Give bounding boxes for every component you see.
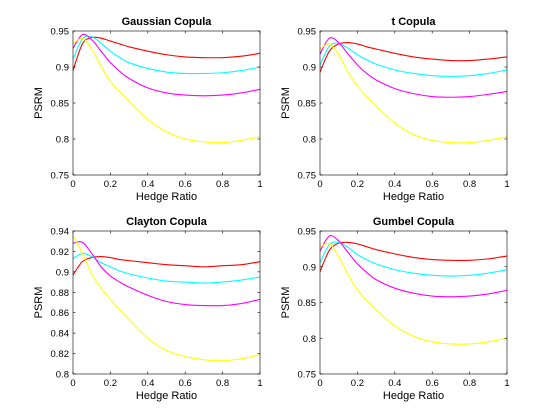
y-tick-label: 0.75 bbox=[51, 171, 70, 182]
x-tick-label: 1 bbox=[504, 378, 509, 389]
series-line-2 bbox=[73, 35, 260, 75]
series-lines bbox=[320, 37, 507, 144]
series-line-3 bbox=[320, 235, 507, 298]
y-tick-label: 0.88 bbox=[51, 288, 70, 299]
x-tick-label: 0.6 bbox=[179, 378, 192, 389]
x-tick-label: 1 bbox=[504, 179, 509, 190]
x-tick-label: 0 bbox=[317, 378, 322, 389]
series-line-4 bbox=[73, 235, 260, 362]
y-tick-label: 0.86 bbox=[51, 308, 70, 319]
x-tick-label: 0.4 bbox=[141, 179, 154, 190]
x-axis-label: Hedge Ratio bbox=[136, 191, 197, 203]
x-tick-label: 0.8 bbox=[463, 179, 476, 190]
x-axis-label: Hedge Ratio bbox=[136, 390, 197, 402]
y-tick-label: 0.82 bbox=[51, 349, 70, 360]
y-tick-label: 0.8 bbox=[56, 135, 69, 146]
x-tick-label: 0.4 bbox=[388, 378, 401, 389]
y-tick-label: 0.84 bbox=[51, 329, 70, 340]
chart-panel-4: 0 0.2 0.4 0.6 0.8 1 0.75 0.8 0.85 0.9 0.95 Gumbel C… bbox=[280, 216, 510, 402]
chart-title: Clayton Copula bbox=[126, 216, 208, 228]
x-tick-label: 0.2 bbox=[104, 179, 117, 190]
x-tick-label: 0.6 bbox=[426, 179, 439, 190]
chart-panel-1: 0 0.2 0.4 0.6 0.8 1 0.75 0.8 0.85 0.9 0.95 Gaussian… bbox=[33, 16, 263, 203]
series-lines bbox=[320, 235, 507, 345]
series-line-4 bbox=[73, 37, 260, 144]
y-tick-label: 0.75 bbox=[298, 370, 317, 381]
series-line-2 bbox=[320, 241, 507, 277]
y-tick-label: 0.9 bbox=[56, 63, 69, 74]
x-tick-label: 0.2 bbox=[104, 378, 117, 389]
chart-title: t Copula bbox=[392, 16, 437, 28]
x-tick-label: 0 bbox=[70, 378, 75, 389]
y-tick-label: 0.9 bbox=[303, 63, 316, 74]
x-tick-label: 0.8 bbox=[463, 378, 476, 389]
x-tick-label: 0.6 bbox=[426, 378, 439, 389]
y-tick-label: 0.94 bbox=[51, 227, 70, 238]
series-line-4 bbox=[320, 43, 507, 144]
plot-area-box bbox=[72, 230, 261, 375]
y-tick-label: 0.9 bbox=[56, 267, 69, 278]
y-tick-label: 0.9 bbox=[303, 262, 316, 273]
x-axis-label: Hedge Ratio bbox=[383, 191, 444, 203]
y-tick-label: 0.95 bbox=[298, 27, 317, 38]
y-tick-label: 0.85 bbox=[51, 99, 70, 110]
series-line-1 bbox=[320, 41, 507, 73]
series-line-3 bbox=[73, 33, 260, 97]
y-axis-label: PSRM bbox=[33, 287, 45, 319]
series-line-4 bbox=[320, 242, 507, 345]
y-axis-label: PSRM bbox=[33, 87, 45, 119]
x-tick-label: 0.6 bbox=[179, 179, 192, 190]
x-tick-label: 0.4 bbox=[388, 179, 401, 190]
y-tick-label: 0.8 bbox=[303, 135, 316, 146]
x-tick-label: 1 bbox=[257, 378, 262, 389]
y-tick-label: 0.75 bbox=[298, 171, 317, 182]
y-tick-label: 0.92 bbox=[51, 247, 70, 258]
plot-area-box bbox=[319, 30, 508, 176]
y-tick-label: 0.8 bbox=[303, 334, 316, 345]
chart-title: Gumbel Copula bbox=[373, 216, 455, 228]
y-tick-label: 0.95 bbox=[51, 27, 70, 38]
series-line-3 bbox=[320, 37, 507, 98]
series-line-2 bbox=[73, 252, 260, 284]
x-tick-label: 0.2 bbox=[351, 179, 364, 190]
x-tick-label: 0.2 bbox=[351, 378, 364, 389]
chart-panel-2: 0 0.2 0.4 0.6 0.8 1 0.75 0.8 0.85 0.9 0.95 t Copula… bbox=[280, 16, 510, 203]
series-line-1 bbox=[320, 241, 507, 273]
x-tick-label: 0 bbox=[317, 179, 322, 190]
y-tick-label: 0.85 bbox=[298, 99, 317, 110]
y-tick-label: 0.8 bbox=[56, 370, 69, 381]
x-tick-label: 1 bbox=[257, 179, 262, 190]
y-tick-label: 0.85 bbox=[298, 298, 317, 309]
x-axis-label: Hedge Ratio bbox=[383, 390, 444, 402]
series-line-3 bbox=[73, 241, 260, 307]
series-lines bbox=[73, 235, 260, 362]
series-lines bbox=[73, 33, 260, 144]
x-tick-label: 0.8 bbox=[216, 378, 229, 389]
y-axis-label: PSRM bbox=[280, 287, 292, 319]
x-tick-label: 0.8 bbox=[216, 179, 229, 190]
x-tick-label: 0 bbox=[70, 179, 75, 190]
series-line-1 bbox=[73, 255, 260, 276]
y-axis-label: PSRM bbox=[280, 87, 292, 119]
chart-panel-3: 0 0.2 0.4 0.6 0.8 1 0.8 0.82 0.84 0.86 0.88 0.9 0.92… bbox=[33, 216, 263, 402]
y-tick-label: 0.95 bbox=[298, 227, 317, 238]
chart-title: Gaussian Copula bbox=[122, 16, 213, 28]
plot-area-box bbox=[72, 30, 261, 176]
x-tick-label: 0.4 bbox=[141, 378, 154, 389]
